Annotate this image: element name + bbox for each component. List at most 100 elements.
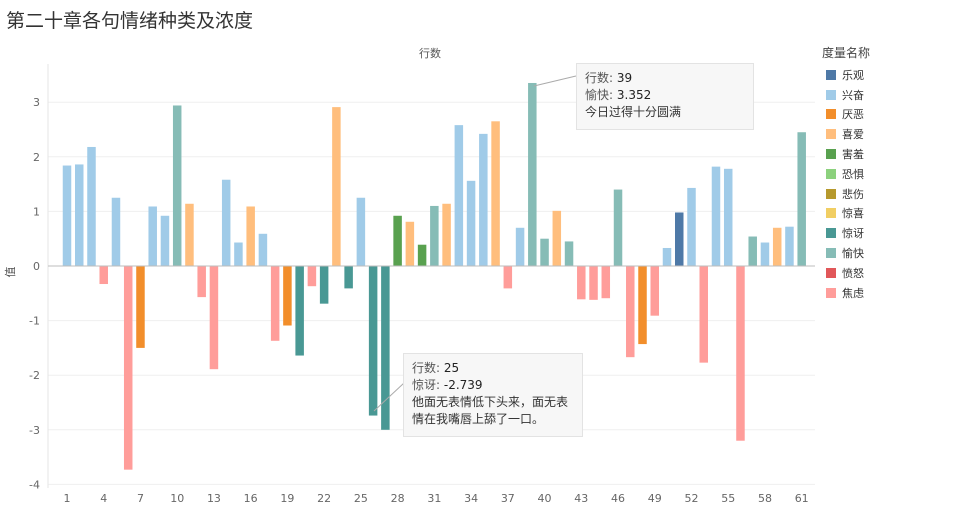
bar-row-25[interactable] — [356, 197, 366, 266]
tooltip-measure-label: 愉快: — [585, 88, 614, 102]
x-tick-label: 55 — [721, 492, 735, 505]
bar-row-16[interactable] — [246, 206, 255, 266]
bar-row-59[interactable] — [772, 227, 782, 266]
bar-row-35[interactable] — [479, 133, 488, 266]
bar-row-10[interactable] — [172, 105, 182, 266]
bar-row-55[interactable] — [723, 168, 733, 266]
x-tick-label: 1 — [64, 492, 71, 505]
bar-row-57[interactable] — [748, 236, 757, 266]
bar-row-46[interactable] — [613, 189, 623, 266]
bar-row-3[interactable] — [87, 146, 96, 266]
legend-swatch — [826, 129, 836, 140]
bar-row-45[interactable] — [601, 266, 611, 299]
bar-row-48[interactable] — [638, 266, 647, 345]
tooltip-pointer — [533, 75, 577, 87]
x-tick-label: 49 — [648, 492, 662, 505]
x-tick-label: 34 — [464, 492, 478, 505]
bar-row-38[interactable] — [515, 227, 525, 266]
legend-item[interactable]: 喜爱 — [822, 124, 962, 144]
legend-label: 喜爱 — [842, 128, 864, 142]
bar-row-52[interactable] — [687, 187, 696, 266]
bar-row-51[interactable] — [675, 212, 684, 266]
bar-row-22[interactable] — [319, 266, 329, 304]
bar-row-15[interactable] — [234, 242, 243, 266]
bar-row-9[interactable] — [160, 215, 170, 266]
y-tick-label: 0 — [33, 260, 40, 273]
bar-row-37[interactable] — [503, 266, 513, 289]
bar-row-47[interactable] — [626, 266, 635, 358]
bar-row-18[interactable] — [270, 266, 280, 341]
bar-row-24[interactable] — [344, 266, 353, 289]
bar-row-39[interactable] — [528, 82, 537, 266]
bar-row-56[interactable] — [736, 266, 745, 441]
bar-row-32[interactable] — [442, 203, 451, 266]
tooltip-sentence: 今日过得十分圆满 — [585, 105, 682, 119]
legend-item[interactable]: 兴奋 — [822, 85, 962, 105]
bar-row-60[interactable] — [785, 226, 794, 266]
bar-row-12[interactable] — [197, 266, 206, 298]
bar-row-8[interactable] — [148, 206, 157, 266]
bar-row-27[interactable] — [381, 266, 390, 430]
bar-row-17[interactable] — [258, 233, 268, 266]
legend-label: 焦虑 — [842, 286, 864, 300]
bar-row-58[interactable] — [760, 242, 770, 266]
tooltip-sentence: 他面无表情低下头来，面无表情在我嘴唇上舔了一口。 — [412, 395, 569, 426]
bar-row-1[interactable] — [62, 165, 72, 266]
bar-row-30[interactable] — [417, 244, 427, 266]
bar-row-41[interactable] — [552, 210, 562, 266]
bar-row-11[interactable] — [185, 203, 194, 266]
legend-item[interactable]: 害羞 — [822, 144, 962, 164]
bar-row-33[interactable] — [454, 125, 464, 266]
bar-row-26[interactable] — [368, 266, 378, 416]
bar-row-21[interactable] — [307, 266, 317, 287]
bar-row-36[interactable] — [491, 121, 500, 266]
legend-item[interactable]: 厌恶 — [822, 105, 962, 125]
bar-row-49[interactable] — [650, 266, 660, 316]
bar-row-34[interactable] — [466, 180, 476, 266]
bar-row-42[interactable] — [564, 241, 574, 266]
bar-row-4[interactable] — [99, 266, 108, 285]
legend-title: 度量名称 — [822, 46, 871, 60]
bar-row-7[interactable] — [136, 266, 145, 348]
bar-row-29[interactable] — [405, 221, 415, 266]
legend-swatch — [826, 228, 836, 239]
x-tick-label: 40 — [538, 492, 552, 505]
tooltip-pointer — [373, 382, 405, 412]
bar-row-2[interactable] — [75, 164, 84, 266]
bar-row-31[interactable] — [430, 205, 439, 266]
legend-swatch — [826, 208, 836, 219]
bar-row-14[interactable] — [221, 179, 231, 266]
legend-label: 厌恶 — [842, 108, 864, 122]
legend-item[interactable]: 悲伤 — [822, 184, 962, 204]
bar-row-13[interactable] — [209, 266, 219, 370]
bar-row-44[interactable] — [589, 266, 598, 300]
legend-label: 惊喜 — [842, 207, 864, 221]
legend-swatch — [826, 109, 836, 120]
x-tick-label: 7 — [137, 492, 144, 505]
bar-row-19[interactable] — [283, 266, 292, 326]
legend-item[interactable]: 惊喜 — [822, 204, 962, 224]
legend-item[interactable]: 焦虑 — [822, 283, 962, 303]
x-tick-label: 25 — [354, 492, 368, 505]
tooltip-row-label: 行数: — [412, 361, 441, 375]
bar-row-40[interactable] — [540, 238, 549, 266]
legend-item[interactable]: 恐惧 — [822, 164, 962, 184]
x-tick-label: 28 — [391, 492, 405, 505]
bar-row-54[interactable] — [711, 166, 721, 266]
tooltip-measure-label: 惊讶: — [412, 378, 441, 392]
bar-row-61[interactable] — [797, 132, 806, 266]
bar-row-28[interactable] — [393, 215, 402, 266]
bar-row-43[interactable] — [577, 266, 586, 300]
bar-row-20[interactable] — [295, 266, 304, 356]
y-tick-label: -1 — [29, 315, 40, 328]
legend-item[interactable]: 愤怒 — [822, 263, 962, 283]
legend-item[interactable]: 惊讶 — [822, 223, 962, 243]
bar-row-5[interactable] — [111, 197, 121, 266]
bar-row-23[interactable] — [332, 107, 341, 266]
legend-item[interactable]: 愉快 — [822, 243, 962, 263]
legend-item[interactable]: 乐观 — [822, 65, 962, 85]
bar-row-50[interactable] — [662, 247, 672, 266]
bar-row-53[interactable] — [699, 266, 708, 363]
bar-row-6[interactable] — [123, 266, 133, 470]
page-title: 第二十章各句情绪种类及浓度 — [6, 10, 254, 32]
